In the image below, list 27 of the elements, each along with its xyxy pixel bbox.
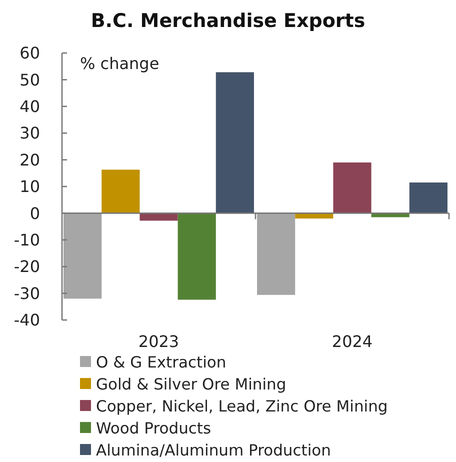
y-tick-label: -20 xyxy=(14,257,40,276)
bar xyxy=(216,72,254,214)
y-axis-title: % change xyxy=(80,54,160,73)
y-tick-label: 40 xyxy=(20,97,40,116)
legend-label: Gold & Silver Ore Mining xyxy=(96,375,286,394)
y-tick-label: -30 xyxy=(14,284,40,303)
bar xyxy=(102,170,140,214)
legend-label: Wood Products xyxy=(96,419,212,438)
legend-label: Copper, Nickel, Lead, Zinc Ore Mining xyxy=(96,397,388,416)
y-tick-label: 30 xyxy=(20,124,40,143)
y-tick-label: 0 xyxy=(30,204,40,223)
chart-title: B.C. Merchandise Exports xyxy=(90,10,366,32)
bar xyxy=(333,162,372,214)
y-tick-label: -10 xyxy=(14,230,40,250)
x-tick-label: 2023 xyxy=(138,332,180,351)
x-tick-label: 2024 xyxy=(332,332,373,351)
legend-label: Alumina/Aluminum Production xyxy=(96,441,331,460)
y-tick-label: 60 xyxy=(20,44,40,63)
y-tick-label: 50 xyxy=(20,70,40,90)
bar xyxy=(257,213,296,295)
legend-label: O & G Extraction xyxy=(96,353,226,372)
bar xyxy=(64,213,102,299)
y-tick-label: -40 xyxy=(14,310,40,330)
bar xyxy=(409,182,448,214)
y-tick-label: 10 xyxy=(20,177,40,196)
bar xyxy=(178,213,216,300)
y-tick-label: 20 xyxy=(20,150,40,170)
